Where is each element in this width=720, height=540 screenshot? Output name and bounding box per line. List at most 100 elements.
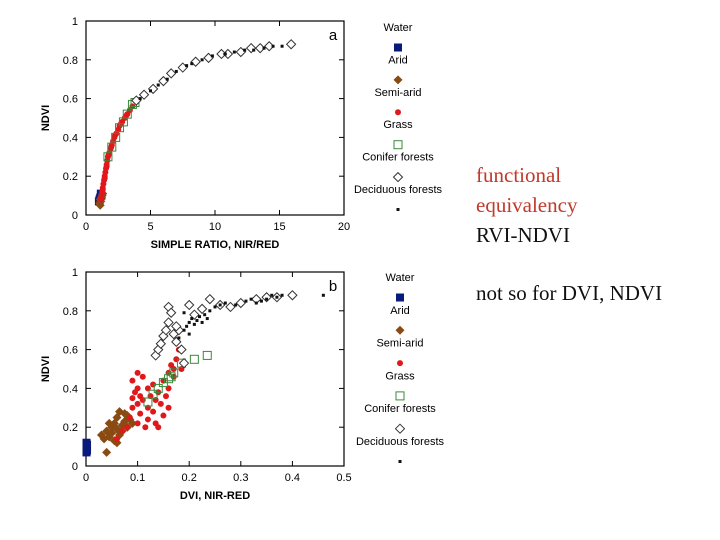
panel-label: a [329, 27, 338, 44]
data-point [122, 109, 132, 119]
legend-a: Water Arid Semi-arid Grass Conifer forests De… [354, 22, 443, 211]
note-line-equivalency: equivalency [476, 193, 578, 217]
y-axis-label: NDVI [40, 105, 52, 131]
legend-label: Water [386, 272, 415, 284]
data-point [83, 446, 92, 455]
data-point [127, 418, 137, 428]
data-point [185, 64, 189, 68]
legend-marker-semi-arid [395, 109, 401, 116]
y-tick-label: 0 [72, 210, 78, 222]
legend-label: Semi-arid [376, 338, 423, 350]
y-tick-label: 0.4 [63, 383, 78, 395]
data-point [162, 393, 169, 400]
data-point [190, 56, 201, 67]
data-point [107, 428, 117, 438]
data-point [321, 293, 325, 297]
legend-marker-semi-arid [397, 360, 403, 367]
y-tick-label: 0.2 [63, 171, 78, 183]
y-tick-label: 1 [72, 267, 78, 279]
data-point [275, 295, 279, 299]
data-point [165, 77, 169, 81]
data-point [259, 299, 263, 303]
x-tick-label: 0.5 [336, 472, 351, 484]
legend-label: Grass [385, 370, 415, 382]
x-tick-label: 0.2 [182, 472, 197, 484]
note-line-rvi-ndvi: RVI-NDVI [476, 223, 570, 247]
x-tick-label: 5 [147, 221, 153, 233]
data-point [262, 46, 266, 50]
data-point [129, 395, 136, 402]
x-axis-label: DVI, NIR-RED [180, 490, 250, 502]
legend-label: Conifer forests [362, 152, 434, 164]
legend-marker-grass [395, 391, 405, 401]
data-point [261, 292, 272, 303]
legend-label: Grass [383, 119, 413, 131]
legend-label: Semi-arid [374, 87, 421, 99]
data-point [252, 48, 256, 52]
x-tick-label: 0.4 [285, 472, 300, 484]
data-point [213, 305, 217, 309]
y-tick-label: 0.8 [63, 55, 78, 67]
legend-marker-conifer [392, 171, 404, 183]
data-point [187, 332, 191, 336]
data-point [198, 315, 202, 319]
data-point [280, 44, 284, 48]
data-point [119, 428, 126, 435]
legend-label: Conifer forests [364, 403, 436, 415]
data-point [200, 58, 204, 62]
data-point [99, 186, 106, 193]
data-point [129, 404, 136, 411]
data-point [234, 303, 238, 307]
data-point [112, 132, 119, 139]
data-point [163, 317, 174, 328]
data-point [202, 350, 212, 360]
data-point [265, 297, 269, 301]
data-point [129, 377, 136, 384]
series-deciduous [177, 293, 325, 340]
data-point [138, 89, 150, 100]
data-point [124, 424, 131, 431]
data-point [187, 320, 191, 324]
legend-marker-arid [395, 325, 405, 335]
data-point [210, 54, 214, 58]
data-point [107, 142, 117, 152]
x-tick-label: 20 [338, 221, 350, 233]
data-point [155, 338, 167, 349]
series-conifer [131, 39, 297, 106]
data-point [176, 344, 187, 355]
legend-marker-deciduous [398, 460, 402, 463]
y-tick-label: 0.8 [63, 306, 78, 318]
series-water [82, 438, 92, 457]
legend-label: Deciduous forests [356, 436, 445, 448]
y-tick-label: 0.6 [63, 345, 78, 357]
series-arid [96, 407, 137, 457]
legend-marker-water [396, 293, 404, 302]
data-point [235, 297, 247, 309]
y-axis-label: NDVI [40, 356, 52, 382]
data-point [113, 435, 120, 442]
data-point [143, 397, 153, 407]
data-point [177, 336, 181, 340]
data-point [270, 293, 274, 297]
data-point [285, 39, 297, 50]
series-deciduous [138, 44, 284, 101]
data-point [139, 373, 146, 380]
data-point [105, 151, 112, 158]
data-point [134, 385, 141, 392]
data-point [208, 309, 212, 313]
data-point [104, 418, 114, 428]
series-conifer [150, 290, 298, 369]
data-point [160, 324, 172, 336]
legend-label: Arid [390, 305, 410, 317]
x-tick-label: 15 [273, 221, 285, 233]
data-point [157, 400, 164, 407]
legend-marker-conifer [394, 423, 406, 434]
data-point [225, 301, 236, 313]
data-point [244, 299, 248, 303]
data-point [171, 321, 182, 332]
data-point [153, 383, 163, 393]
data-point [232, 50, 236, 54]
data-point [150, 408, 157, 415]
data-point [155, 424, 162, 431]
